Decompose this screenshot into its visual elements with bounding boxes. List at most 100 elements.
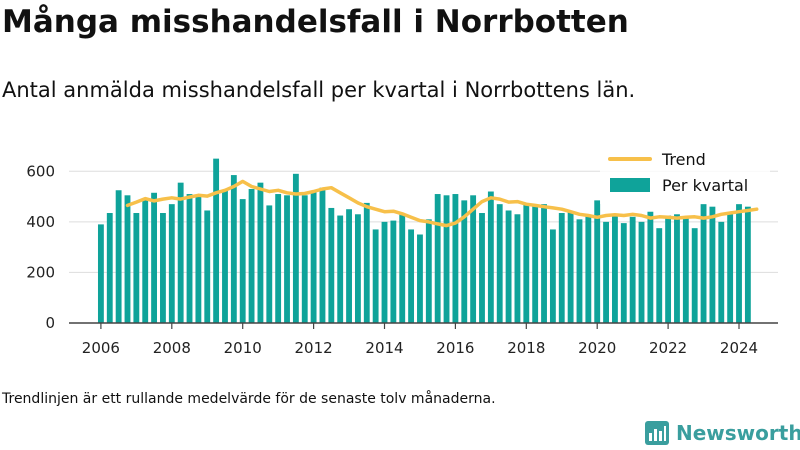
x-tick-label: 2012 [295,339,333,357]
x-tick-label: 2022 [649,339,687,357]
chart-subtitle: Antal anmälda misshandelsfall per kvarta… [2,78,636,102]
bar [558,213,565,323]
brand-name: Newsworthy [676,421,800,445]
bar [594,200,601,323]
bar [744,206,751,323]
bar [505,210,512,323]
bar [204,210,211,323]
bar [425,219,432,323]
bar [691,228,698,323]
bar [248,188,255,323]
bar [230,175,237,323]
bar [514,214,521,323]
bar [638,221,645,323]
y-tick-label: 0 [45,314,55,332]
bar [372,229,379,323]
bar [443,195,450,323]
bar [124,195,131,323]
bar [328,207,335,323]
bar-series [97,158,751,323]
bar [133,213,140,323]
bar [354,214,361,323]
x-tick-label: 2024 [720,339,758,357]
trend-series [125,179,759,228]
bar [151,192,158,323]
bar [709,206,716,323]
bar [292,173,299,323]
bar [390,220,397,323]
bar [700,204,707,323]
bar [727,214,734,323]
bar [363,202,370,323]
bar [399,214,406,323]
bar [97,224,104,323]
bar [549,229,556,323]
bar [115,190,122,323]
bar [585,215,592,323]
bar [629,216,636,323]
bar [434,194,441,323]
bar [319,187,326,323]
bar [213,158,220,323]
bar [186,194,193,323]
bar [523,204,530,323]
x-tick-label: 2018 [507,339,545,357]
bar [479,213,485,323]
y-tick-label: 400 [26,213,55,231]
bar [239,199,246,323]
bar [177,182,184,323]
bar [106,213,113,323]
chart-title: Många misshandelsfall i Norrbotten [2,4,629,40]
trend-line [125,179,759,228]
bar [576,219,583,323]
x-tick-label: 2010 [224,339,262,357]
bar [310,191,317,323]
brand-logo[interactable]: Newsworthy [644,420,800,446]
bar [195,196,202,323]
bar [461,200,468,323]
x-tick-label: 2014 [365,339,403,357]
bar [452,194,459,323]
bar [160,213,166,323]
bar [346,209,352,323]
bar [222,190,228,323]
newsworthy-logo-icon [645,421,669,445]
x-tick-label: 2008 [153,339,191,357]
footnote: Trendlinjen är ett rullande medelvärde f… [2,391,496,407]
bar [718,221,725,323]
axes: 0 200 400 600 2006 2008 2010 2012 2014 2016 2018 20… [26,162,778,357]
legend-bars-label: Per kvartal [662,176,748,195]
bar [656,228,663,323]
bar [381,221,388,323]
bar [257,182,264,323]
bar [532,205,539,323]
bar [603,221,609,323]
bar [567,211,574,323]
y-tick-label: 200 [26,263,55,281]
bar [301,195,308,323]
y-tick-label: 600 [26,162,55,180]
chart: 0 200 400 600 2006 2008 2010 2012 2014 2016 2018 20… [26,144,778,357]
bar [487,191,494,323]
x-tick-label: 2016 [436,339,474,357]
bar [620,223,627,323]
legend-trend-label: Trend [661,150,706,169]
bar [337,215,344,323]
legend: Trend Per kvartal [600,144,770,204]
bar [417,234,423,323]
bar [496,204,503,323]
bar [674,214,680,323]
bar [541,204,547,323]
legend-background [600,144,770,204]
bar [266,205,273,323]
bar [736,204,742,323]
bar [647,211,654,323]
legend-bars-swatch [610,178,650,192]
bar [408,229,415,323]
bar [470,195,477,323]
bar [665,215,672,323]
bar [612,215,618,323]
x-tick-label: 2020 [578,339,616,357]
bar [142,199,149,323]
bar [682,216,689,323]
